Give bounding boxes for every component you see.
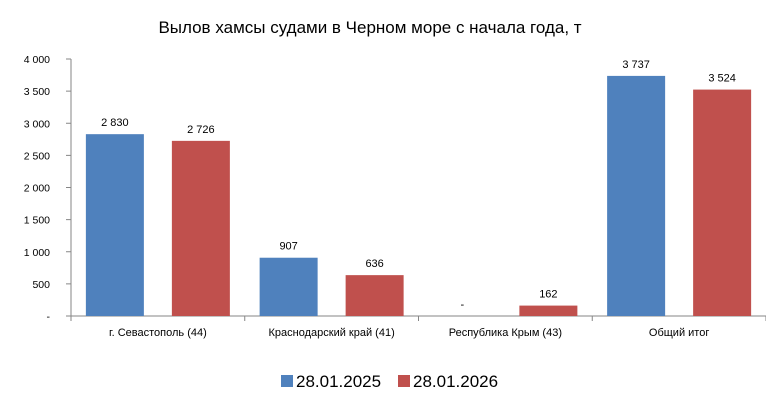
data-label: 2 830 (101, 117, 129, 129)
chart-title: Вылов хамсы судами в Черном море с начал… (158, 18, 581, 37)
y-tick-label: 2 000 (24, 183, 50, 195)
bar (519, 305, 578, 316)
data-label: - (461, 299, 465, 311)
data-label: 2 726 (187, 124, 215, 136)
x-category-label: Республика Крым (43) (449, 327, 562, 339)
x-category-label: Краснодарский край (41) (269, 327, 395, 339)
x-category-label: Общий итог (649, 327, 709, 339)
data-labels-group: 2 830 2 726 907 636 - 162 3 737 3 524 (101, 59, 736, 311)
data-label: 162 (539, 289, 557, 301)
legend-swatch (398, 375, 410, 387)
x-axis: г. Севастополь (44) Краснодарский край (4… (70, 315, 766, 339)
bar (171, 140, 230, 316)
legend-label: 28.01.2025 (296, 372, 381, 391)
bar (693, 89, 752, 316)
y-tick-label: 500 (32, 279, 50, 291)
x-category-label: г. Севастополь (44) (109, 327, 207, 339)
bar (345, 275, 404, 316)
y-axis: - 500 1 000 1 500 2 000 2 500 3 000 3 500 4 000 (24, 54, 72, 323)
y-tick-label: - (47, 311, 51, 323)
data-label: 636 (365, 258, 383, 270)
y-tick-label: 2 500 (24, 150, 50, 162)
legend: 28.01.2025 28.01.2026 (281, 372, 498, 391)
legend-label: 28.01.2026 (413, 372, 498, 391)
y-tick-label: 4 000 (24, 54, 50, 66)
bar (607, 75, 666, 316)
data-label: 3 737 (622, 59, 650, 71)
y-tick-label: 1 000 (24, 247, 50, 259)
y-tick-label: 3 000 (24, 118, 50, 130)
legend-swatch (281, 375, 293, 387)
y-tick-label: 1 500 (24, 215, 50, 227)
y-tick-label: 3 500 (24, 86, 50, 98)
bar (259, 257, 318, 316)
bar (85, 134, 144, 316)
data-label: 3 524 (708, 73, 736, 85)
data-label: 907 (279, 241, 297, 253)
bars-group (85, 75, 752, 316)
